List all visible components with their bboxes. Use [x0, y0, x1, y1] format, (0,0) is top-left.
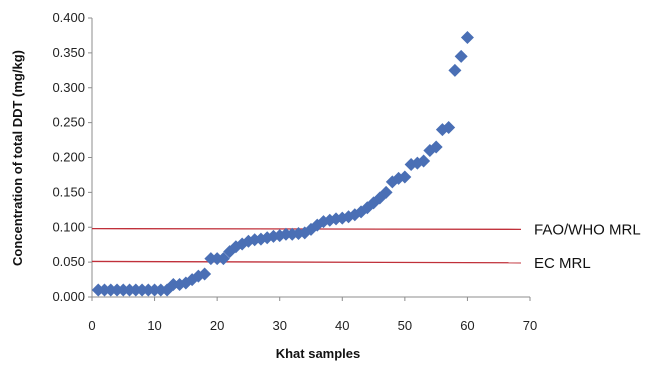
x-tick-label: 50: [398, 318, 412, 333]
x-axis-ticks: 0 10 20 30 40 50 60 70: [88, 297, 537, 333]
x-tick-label: 10: [147, 318, 161, 333]
data-point: [448, 63, 462, 77]
x-axis-title: Khat samples: [276, 346, 361, 361]
data-point: [398, 170, 412, 184]
data-point: [460, 31, 474, 45]
fao-who-mrl-label: FAO/WHO MRL: [534, 221, 641, 238]
data-point: [379, 185, 393, 199]
ec-mrl-line: [91, 260, 522, 264]
y-tick-label: 0.100: [52, 219, 85, 234]
y-tick-label: 0.350: [52, 45, 85, 60]
data-point: [442, 121, 456, 135]
x-tick-label: 20: [210, 318, 224, 333]
data-point: [454, 49, 468, 63]
data-point: [417, 154, 431, 168]
data-point: [429, 140, 443, 154]
y-tick-label: 0.250: [52, 115, 85, 130]
y-tick-label: 0.400: [52, 10, 85, 25]
x-tick-label: 30: [272, 318, 286, 333]
y-tick-label: 0.200: [52, 150, 85, 165]
x-tick-label: 60: [460, 318, 474, 333]
x-tick-label: 0: [88, 318, 95, 333]
y-axis-title: Concentration of total DDT (mg/kg): [10, 50, 25, 266]
data-point: [216, 252, 230, 266]
y-axis-ticks: 0.000 0.050 0.100 0.150 0.200 0.250 0.300 0.350…: [52, 10, 92, 304]
y-tick-label: 0.150: [52, 184, 85, 199]
reference-lines: FAO/WHO MRL EC MRL: [91, 221, 641, 272]
data-point: [198, 267, 212, 281]
ec-mrl-label: EC MRL: [534, 255, 591, 272]
data-point: [435, 123, 449, 137]
y-tick-label: 0.000: [52, 289, 85, 304]
x-tick-label: 40: [335, 318, 349, 333]
x-tick-label: 70: [523, 318, 537, 333]
data-points: [91, 31, 474, 297]
y-tick-label: 0.050: [52, 254, 85, 269]
y-tick-label: 0.300: [52, 80, 85, 95]
